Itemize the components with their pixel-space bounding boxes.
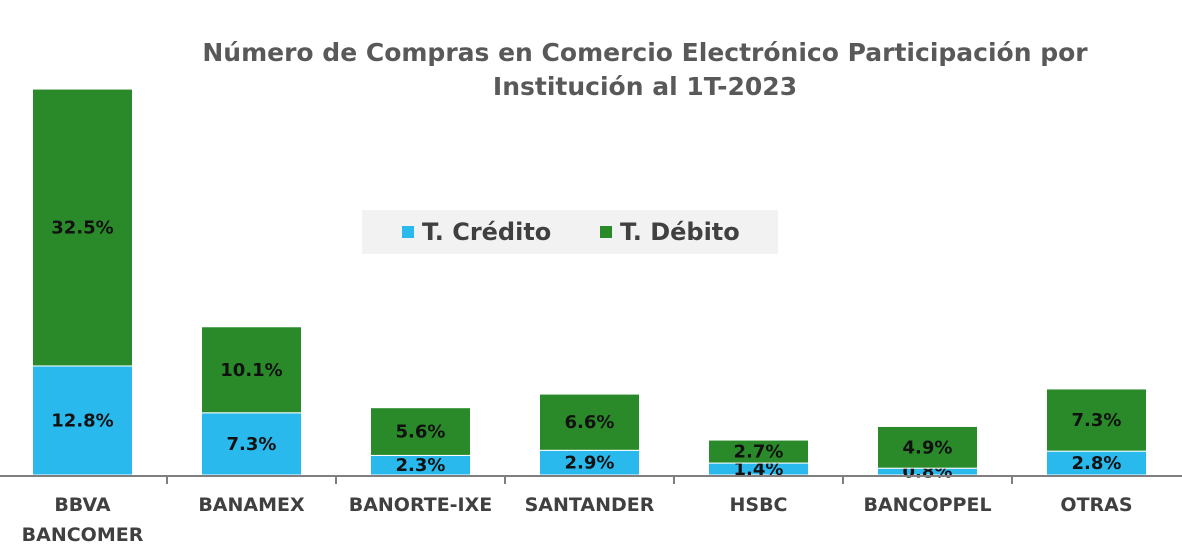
bar-segment [1046, 388, 1147, 452]
data-label: 4.9% [903, 437, 953, 458]
data-label: 7.3% [1072, 410, 1122, 431]
bar-segment [370, 407, 471, 456]
chart-title: Número de Compras en Comercio Electrónic… [202, 38, 1088, 101]
x-tick-label: HSBC [729, 494, 788, 516]
x-tick-label: SANTANDER [524, 494, 655, 516]
x-tick-label: OTRAS [1060, 494, 1133, 516]
legend-box [362, 210, 778, 254]
bar-segment [201, 326, 302, 414]
legend-swatch [402, 226, 414, 238]
data-label: 5.6% [396, 422, 446, 443]
bar-segment [32, 88, 133, 367]
x-tick-label: BANORTE-IXE [348, 494, 493, 516]
legend-label: T. Crédito [422, 218, 551, 246]
data-label: 2.8% [1072, 453, 1122, 474]
data-label: 10.1% [220, 360, 282, 381]
bar-segment [32, 365, 133, 476]
data-label: 32.5% [51, 217, 113, 238]
data-label: 1.4% [734, 459, 784, 480]
bar-segment [539, 393, 640, 451]
data-label: 6.6% [565, 412, 615, 433]
legend-label: T. Débito [620, 218, 740, 246]
bar-segment [877, 425, 978, 469]
data-label: 2.7% [734, 442, 784, 463]
legend-swatch [600, 226, 612, 238]
data-label: 2.9% [565, 453, 615, 474]
x-tick-label: BANCOPPEL [863, 494, 992, 516]
data-label: 12.8% [51, 410, 113, 431]
data-label: 7.3% [227, 434, 277, 455]
data-label: 2.3% [396, 455, 446, 476]
x-tick-label: BANAMEX [198, 494, 305, 516]
x-tick-label: BBVA BANCOMER [21, 494, 144, 546]
bar-segment [708, 439, 809, 464]
